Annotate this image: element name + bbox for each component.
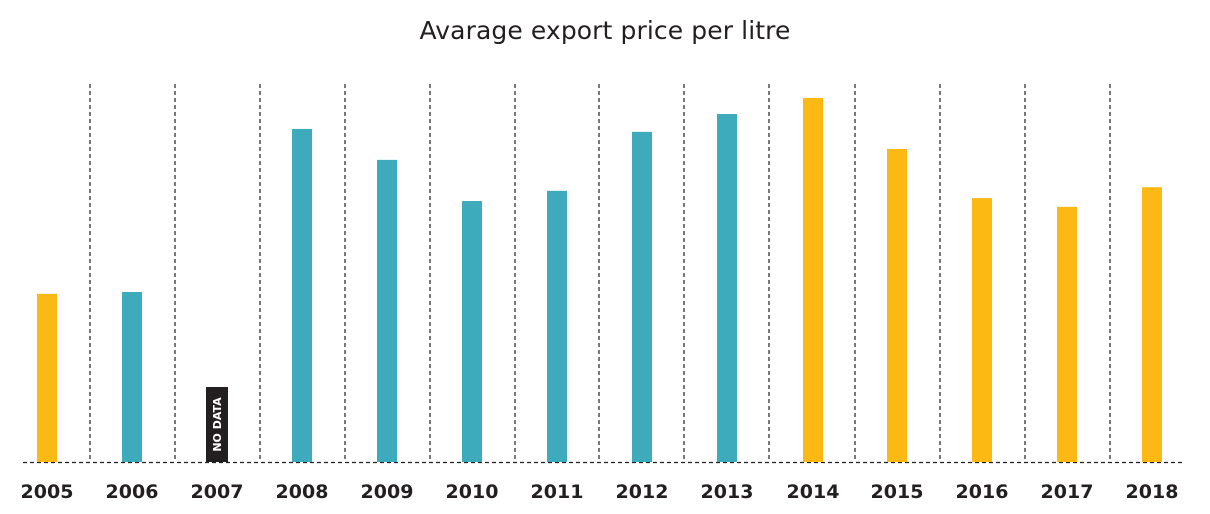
x-tick-label-2013: 2013 bbox=[701, 481, 754, 503]
bar-2007-no-data bbox=[206, 387, 228, 462]
x-tick-label-2009: 2009 bbox=[361, 481, 414, 503]
bar-2014 bbox=[803, 98, 823, 462]
x-tick-labels: 2005 2006 2007 2008 2009 2010 2011 2012 2013 2014… bbox=[21, 481, 1179, 503]
bar-2009 bbox=[377, 159, 397, 462]
x-tick-label-2017: 2017 bbox=[1041, 481, 1094, 503]
x-tick-label-2012: 2012 bbox=[616, 481, 669, 503]
bar-2012 bbox=[632, 131, 652, 463]
bar-2013 bbox=[717, 114, 737, 463]
no-data-label: NO DATA bbox=[211, 397, 224, 452]
bar-2018 bbox=[1142, 187, 1162, 462]
x-tick-label-2006: 2006 bbox=[106, 481, 159, 503]
bar-2010 bbox=[462, 201, 482, 462]
x-tick-label-2010: 2010 bbox=[446, 481, 499, 503]
bar-2017 bbox=[1057, 206, 1077, 462]
x-tick-label-2008: 2008 bbox=[276, 481, 329, 503]
grid-lines bbox=[23, 84, 1185, 464]
x-tick-label-2011: 2011 bbox=[531, 481, 584, 503]
x-tick-label-2014: 2014 bbox=[787, 481, 840, 503]
x-tick-label-2007: 2007 bbox=[191, 481, 244, 503]
chart-title: Avarage export price per litre bbox=[419, 16, 791, 45]
bar-2008 bbox=[292, 128, 312, 462]
bar-2015 bbox=[887, 148, 907, 462]
x-tick-label-2018: 2018 bbox=[1126, 481, 1179, 503]
x-tick-label-2016: 2016 bbox=[956, 481, 1009, 503]
bar-2005 bbox=[37, 293, 57, 462]
bar-2016 bbox=[972, 198, 992, 462]
x-tick-label-2015: 2015 bbox=[871, 481, 924, 503]
x-tick-label-2005: 2005 bbox=[21, 481, 74, 503]
bars: NO DATA bbox=[37, 98, 1162, 463]
bar-2006 bbox=[122, 292, 142, 462]
bar-2011 bbox=[547, 190, 567, 462]
